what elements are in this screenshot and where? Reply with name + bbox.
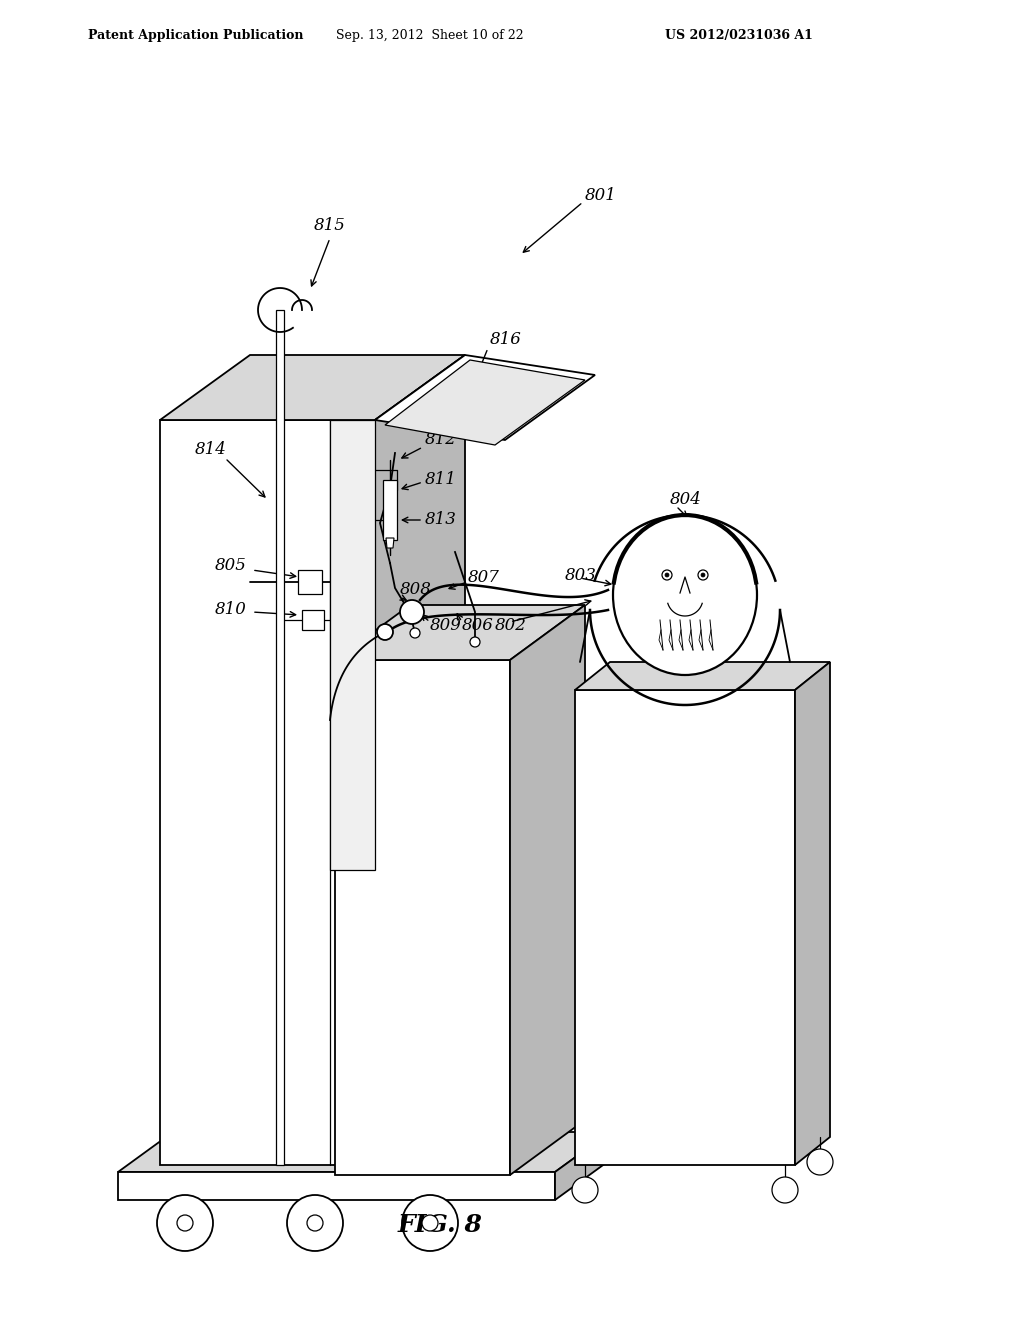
Text: 810: 810 [215,602,247,619]
Text: US 2012/0231036 A1: US 2012/0231036 A1 [665,29,813,41]
Circle shape [157,1195,213,1251]
Circle shape [772,1177,798,1203]
Text: 809: 809 [430,616,462,634]
Text: Patent Application Publication: Patent Application Publication [88,29,303,41]
Text: 802: 802 [495,616,527,634]
Polygon shape [383,480,397,540]
Polygon shape [385,360,585,445]
Polygon shape [335,660,510,1175]
Text: 813: 813 [425,511,457,528]
Circle shape [572,1177,598,1203]
Circle shape [307,1214,323,1232]
Text: 801: 801 [585,186,616,203]
Polygon shape [555,1133,610,1200]
Polygon shape [510,605,585,1175]
Text: 807: 807 [468,569,500,586]
Text: 803: 803 [565,566,597,583]
Polygon shape [575,690,795,1166]
Polygon shape [375,355,595,440]
Polygon shape [160,355,465,420]
Polygon shape [118,1133,610,1172]
Polygon shape [276,310,284,1166]
Text: 805: 805 [215,557,247,573]
Circle shape [410,628,420,638]
Polygon shape [330,420,375,870]
Circle shape [400,601,424,624]
Text: Sep. 13, 2012  Sheet 10 of 22: Sep. 13, 2012 Sheet 10 of 22 [336,29,524,41]
Circle shape [698,570,708,579]
Text: 806: 806 [462,616,494,634]
Polygon shape [298,570,322,594]
Text: 815: 815 [314,216,346,234]
Polygon shape [335,605,585,660]
Circle shape [402,1195,458,1251]
Polygon shape [118,1172,555,1200]
Circle shape [701,573,705,577]
Circle shape [470,638,480,647]
Text: 804: 804 [670,491,701,508]
Text: 816: 816 [490,331,522,348]
Circle shape [807,1148,833,1175]
Text: 812: 812 [425,432,457,449]
Text: FIG. 8: FIG. 8 [397,1213,482,1237]
Polygon shape [575,663,830,690]
Ellipse shape [613,515,757,675]
Circle shape [662,570,672,579]
Circle shape [177,1214,193,1232]
Text: 811: 811 [425,471,457,488]
Circle shape [665,573,669,577]
Polygon shape [386,539,394,548]
Polygon shape [795,663,830,1166]
Circle shape [422,1214,438,1232]
Polygon shape [375,355,465,1166]
Polygon shape [160,420,375,1166]
Text: 808: 808 [400,582,432,598]
Text: 814: 814 [195,441,227,458]
Circle shape [287,1195,343,1251]
Polygon shape [302,610,324,630]
Circle shape [377,624,393,640]
